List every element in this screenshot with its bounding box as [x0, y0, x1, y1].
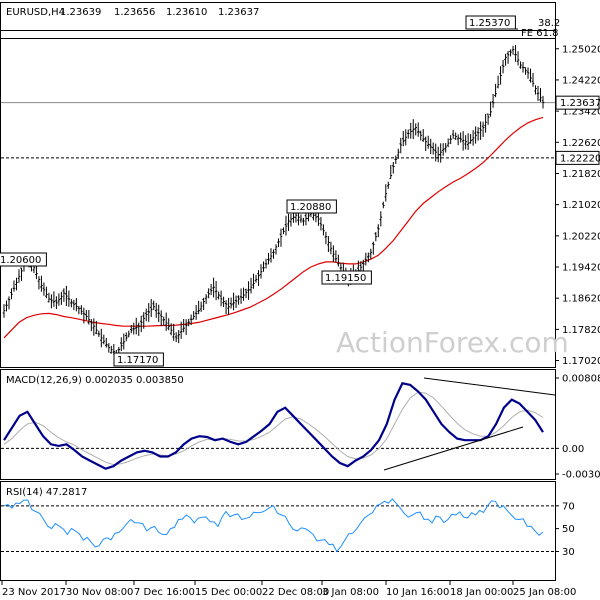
- rsi-panel-frame: [0, 481, 556, 581]
- ohlc-value: 1.23656: [114, 7, 155, 18]
- price-annotation-box: [465, 15, 516, 30]
- price-panel-frame: [0, 2, 556, 368]
- x-tick-label: 7 Dec 16:00: [134, 587, 195, 598]
- axis-layer: 1.25020 1.24220 1.23420 1.22620 1.21820 1.210…: [1, 44, 600, 598]
- price-y-tick-label: 1.20220: [562, 231, 600, 242]
- price-y-tick-label: 1.21820: [562, 169, 600, 180]
- price-layer: 38.2FE 61.8 1.25370 1.20880 1.19150 1.17170 1…: [0, 15, 560, 367]
- macd-label: MACD(12,26,9) 0.002035 0.003850: [6, 375, 184, 386]
- price-y-tick-label: 1.25020: [562, 44, 600, 55]
- price-y-tick-label: 1.22620: [562, 138, 600, 149]
- x-tick-label: 15 Dec 00:00: [195, 587, 262, 598]
- price-y-tick-label: 1.17020: [562, 356, 600, 367]
- price-y-tick-label: 1.19420: [562, 263, 600, 274]
- rsi-y-tick-label: 70: [562, 501, 575, 512]
- macd-y-tick-label: 0.00: [562, 444, 584, 455]
- ohlc-header: 1.23639 1.23656 1.23610 1.23637: [60, 7, 259, 18]
- price-marker-text: 1.22220: [560, 153, 600, 164]
- price-annotation-text: 1.25370: [469, 18, 510, 29]
- price-marker-text: 1.23637: [560, 98, 600, 109]
- x-tick-label: 3 Jan 08:00: [322, 587, 379, 598]
- price-annotation-box: [321, 270, 372, 285]
- price-y-tick-label: 1.24220: [562, 75, 600, 86]
- price-y-tick-label: 1.23420: [562, 107, 600, 118]
- macd-y-tick-label: -0.003078: [562, 470, 600, 481]
- rsi-label: RSI(14) 47.2817: [6, 487, 87, 498]
- price-y-tick-label: 1.17820: [562, 325, 600, 336]
- price-marker-box: [555, 150, 600, 165]
- x-tick-label: 23 Nov 2017: [2, 587, 66, 598]
- rsi-line: [3, 498, 544, 553]
- rsi-layer: [1, 498, 555, 553]
- price-annotation-text: 1.17170: [117, 355, 158, 366]
- x-tick-label: 30 Nov 08:00: [66, 587, 133, 598]
- ohlc-value: 1.23639: [60, 7, 101, 18]
- ohlc-value: 1.23610: [166, 7, 207, 18]
- macd-layer: [1, 377, 556, 471]
- rsi-y-tick-label: 50: [562, 524, 575, 535]
- rsi-y-tick-label: 30: [562, 547, 575, 558]
- price-y-tick-label: 1.18620: [562, 294, 600, 305]
- macd-upper-trendline: [423, 377, 556, 396]
- ohlc-value: 1.23637: [218, 7, 259, 18]
- fib-label: FE 61.8: [521, 28, 559, 39]
- price-y-tick-label: 1.21020: [562, 200, 600, 211]
- x-tick-label: 10 Jan 16:00: [386, 587, 449, 598]
- price-marker-box: [555, 95, 600, 110]
- price-annotation-text: 1.19150: [325, 273, 366, 284]
- price-annotation-box: [113, 352, 164, 367]
- macd-lower-trendline: [383, 426, 524, 471]
- x-tick-label: 25 Jan 08:00: [513, 587, 576, 598]
- x-tick-label: 22 Dec 08:00: [262, 587, 329, 598]
- price-annotation-text: 1.20600: [0, 255, 41, 266]
- price-annotation-box: [0, 252, 47, 267]
- symbol-label: EURUSD,H4: [6, 7, 65, 18]
- watermark: ActionForex.com: [336, 326, 569, 359]
- price-annotation-text: 1.20880: [290, 202, 331, 213]
- x-tick-label: 18 Jan 00:00: [450, 587, 513, 598]
- macd-y-tick-label: 0.00808: [562, 374, 600, 385]
- macd-signal-line: [3, 391, 544, 466]
- fib-label: 38.2: [538, 18, 560, 29]
- macd-line: [3, 382, 544, 470]
- price-annotation-box: [286, 199, 337, 214]
